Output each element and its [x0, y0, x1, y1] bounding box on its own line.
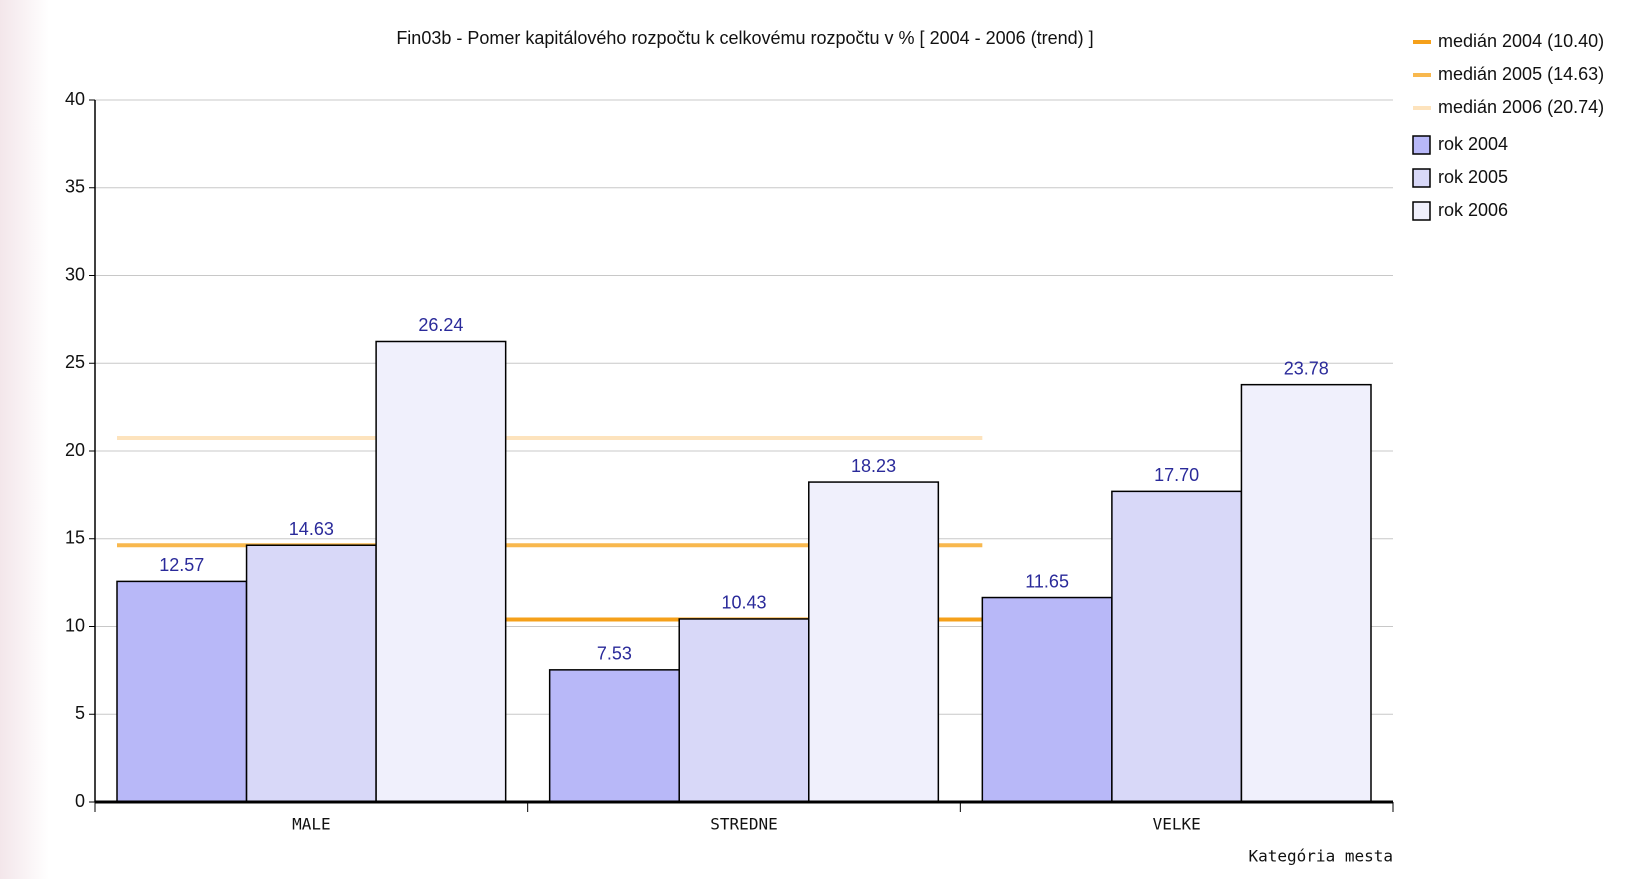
y-tick-label: 15 — [65, 528, 85, 548]
legend-label: rok 2006 — [1438, 200, 1508, 220]
legend-label: medián 2005 (14.63) — [1438, 64, 1604, 84]
value-label: 23.78 — [1284, 358, 1329, 378]
chart-title: Fin03b - Pomer kapitálového rozpočtu k c… — [396, 28, 1093, 48]
y-tick-label: 20 — [65, 440, 85, 460]
bar — [375, 340, 507, 803]
bar — [116, 580, 248, 803]
x-tick-label: STREDNE — [710, 815, 777, 834]
value-label: 11.65 — [1025, 571, 1069, 591]
y-tick-label: 25 — [65, 352, 85, 372]
value-label: 17.70 — [1154, 465, 1199, 485]
bar — [1240, 383, 1372, 803]
value-label: 12.57 — [159, 555, 204, 575]
legend-label: rok 2005 — [1438, 167, 1508, 187]
bar — [808, 481, 940, 803]
legend-swatch — [1412, 135, 1431, 155]
value-label: 10.43 — [721, 593, 766, 613]
y-tick-label: 40 — [65, 89, 85, 109]
bar — [245, 544, 377, 803]
y-tick-label: 30 — [65, 264, 85, 284]
legend-swatch — [1412, 201, 1431, 221]
bar — [548, 669, 680, 803]
legend-label: medián 2006 (20.74) — [1438, 97, 1604, 117]
legend-label: rok 2004 — [1438, 134, 1508, 154]
x-axis-label: Kategória mesta — [1249, 847, 1394, 866]
y-tick-label: 0 — [75, 791, 85, 811]
y-tick-label: 5 — [75, 703, 85, 723]
bar — [981, 596, 1113, 803]
value-label: 26.24 — [418, 315, 463, 335]
y-tick-label: 35 — [65, 177, 85, 197]
x-tick-label: VELKE — [1153, 815, 1201, 834]
value-label: 18.23 — [851, 456, 896, 476]
x-tick-label: MALE — [292, 815, 331, 834]
value-label: 7.53 — [597, 644, 632, 664]
legend-label: medián 2004 (10.40) — [1438, 31, 1604, 51]
y-tick-label: 10 — [65, 615, 85, 635]
legend-swatch — [1412, 168, 1431, 188]
bar — [678, 618, 810, 803]
value-label: 14.63 — [289, 519, 334, 539]
bar — [1111, 490, 1243, 803]
